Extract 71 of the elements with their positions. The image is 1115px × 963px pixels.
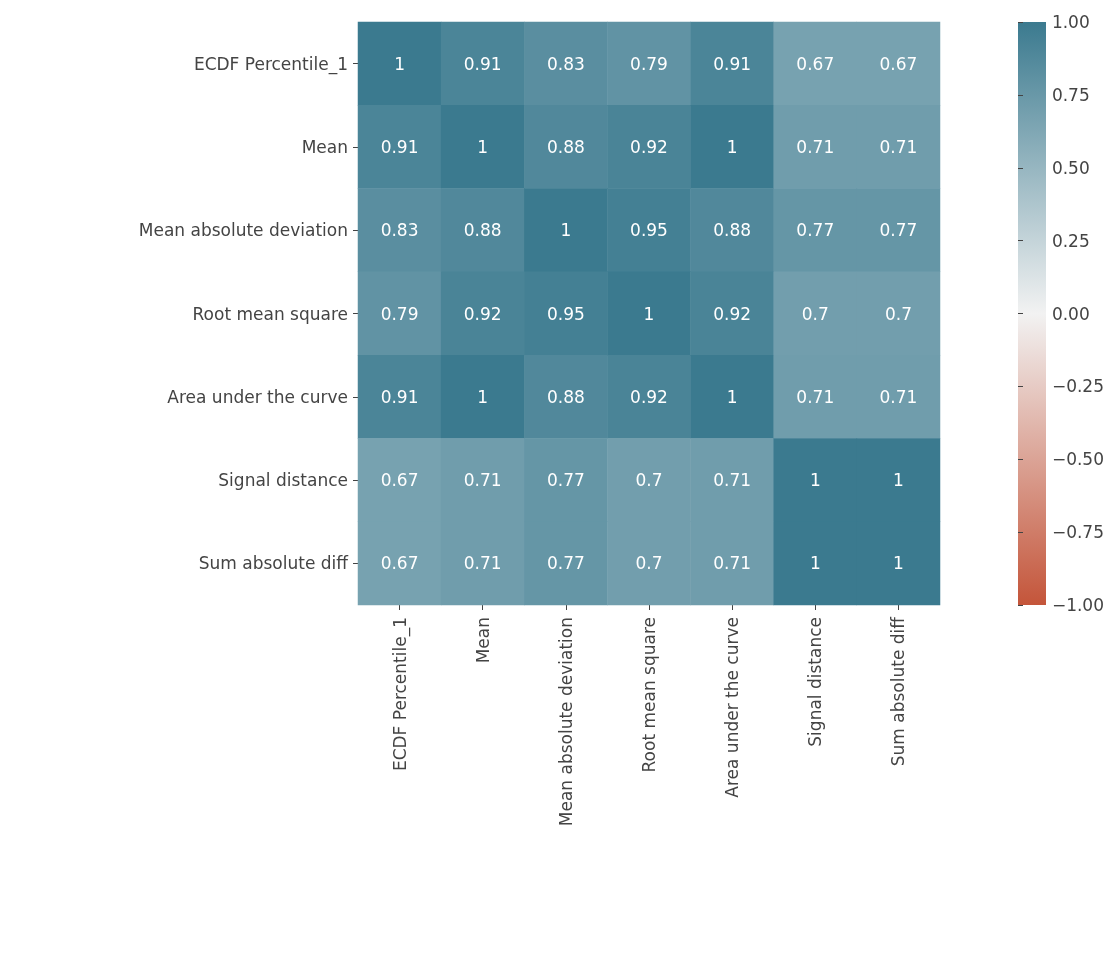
data-label: 0.79 bbox=[380, 303, 419, 324]
data-label: 0.83 bbox=[546, 53, 585, 74]
x-tick-label: Sum absolute diff bbox=[888, 615, 909, 767]
data-label: 0.77 bbox=[546, 470, 585, 491]
data-label: 0.88 bbox=[463, 220, 502, 241]
data-label: 0.7 bbox=[635, 553, 663, 574]
data-label: 0.88 bbox=[713, 220, 752, 241]
data-label: 1 bbox=[643, 303, 655, 324]
color-bar-label: 0.25 bbox=[1051, 230, 1090, 251]
data-label: 1 bbox=[477, 386, 489, 407]
x-tick-label: Mean absolute deviation bbox=[555, 617, 576, 827]
data-label: 1 bbox=[809, 470, 821, 491]
data-label: 0.92 bbox=[630, 136, 668, 157]
data-label: 1 bbox=[726, 386, 738, 407]
data-label: 0.83 bbox=[380, 220, 419, 241]
data-label: 0.77 bbox=[546, 553, 585, 574]
data-label: 0.88 bbox=[546, 386, 585, 407]
data-label: 0.67 bbox=[879, 53, 918, 74]
data-label: 1 bbox=[893, 553, 904, 574]
data-label: 0.71 bbox=[879, 136, 918, 157]
data-label: 0.79 bbox=[630, 53, 668, 74]
y-tick-label: ECDF Percentile_1 bbox=[193, 53, 348, 75]
y-tick-label: Signal distance bbox=[218, 470, 348, 491]
data-label: 1 bbox=[809, 553, 821, 574]
data-label: 0.91 bbox=[713, 53, 752, 74]
data-label: 0.7 bbox=[884, 303, 912, 324]
data-label: 0.7 bbox=[635, 470, 663, 491]
data-label: 0.77 bbox=[796, 220, 835, 241]
data-label: 0.67 bbox=[796, 53, 835, 74]
data-label: 1 bbox=[477, 136, 489, 157]
color-bar-label: 0.75 bbox=[1051, 84, 1090, 105]
color-bar-label: 0.00 bbox=[1051, 303, 1090, 324]
data-label: 0.71 bbox=[463, 553, 502, 574]
data-label: 0.91 bbox=[380, 136, 419, 157]
color-bar-label: −1.00 bbox=[1051, 595, 1105, 615]
y-tick-label: Sum absolute diff bbox=[198, 553, 350, 574]
color-bar-label: −0.75 bbox=[1051, 522, 1105, 543]
data-label: 0.71 bbox=[713, 553, 752, 574]
data-label: 1 bbox=[726, 136, 738, 157]
data-label: 1 bbox=[394, 53, 405, 74]
x-tick-label: Mean bbox=[472, 617, 493, 664]
y-tick-label: Mean bbox=[301, 136, 348, 157]
data-label: 0.92 bbox=[630, 386, 668, 407]
y-tick-label: Root mean square bbox=[192, 303, 348, 324]
data-label: 0.77 bbox=[879, 220, 918, 241]
y-tick-label: Mean absolute deviation bbox=[138, 220, 348, 241]
data-label: 0.91 bbox=[380, 386, 419, 407]
color-bar-label: −0.25 bbox=[1051, 376, 1105, 397]
data-label: 0.67 bbox=[380, 470, 419, 491]
color-bar-label: 0.50 bbox=[1051, 157, 1090, 178]
data-label: 0.71 bbox=[713, 470, 752, 491]
color-bar-label: 1.00 bbox=[1051, 12, 1090, 32]
data-label: 0.71 bbox=[796, 386, 835, 407]
data-label: 0.95 bbox=[546, 303, 585, 324]
y-tick-label: Area under the curve bbox=[167, 386, 348, 407]
x-tick-label: Signal distance bbox=[805, 617, 826, 747]
data-label: 0.71 bbox=[879, 386, 918, 407]
data-label: 0.67 bbox=[380, 553, 419, 574]
data-label: 1 bbox=[893, 470, 904, 491]
data-label: 1 bbox=[560, 220, 572, 241]
data-label: 0.71 bbox=[463, 470, 502, 491]
data-label: 0.95 bbox=[630, 220, 668, 241]
color-bar-label: −0.50 bbox=[1051, 449, 1105, 470]
x-tick-label: Area under the curve bbox=[722, 617, 743, 798]
data-label: 0.88 bbox=[546, 136, 585, 157]
data-label: 0.71 bbox=[796, 136, 835, 157]
data-label: 0.7 bbox=[801, 303, 829, 324]
data-label: 0.91 bbox=[463, 53, 502, 74]
data-label: 0.92 bbox=[713, 303, 752, 324]
data-label: 0.92 bbox=[463, 303, 502, 324]
x-tick-label: Root mean square bbox=[639, 617, 659, 773]
